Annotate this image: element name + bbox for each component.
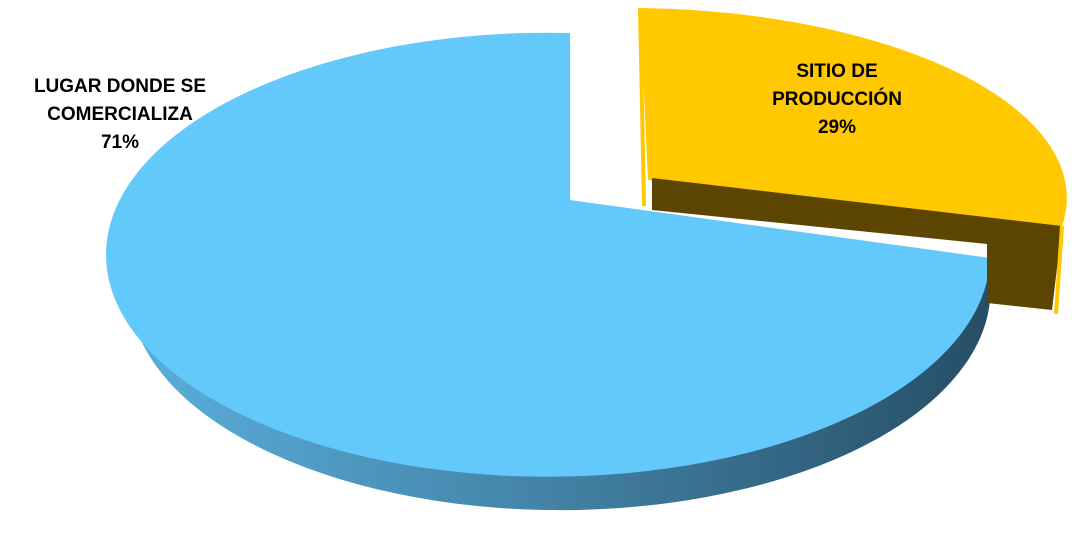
pie-slice-produccion-top — [640, 8, 1067, 226]
pie-slice-comercializa — [106, 32, 991, 511]
pie-slice-produccion-side — [652, 178, 1062, 310]
data-label-comercializa-line1: LUGAR DONDE SE — [34, 76, 206, 97]
pie-slice-comercializa-top — [106, 32, 990, 477]
data-label-comercializa-value: 71% — [101, 132, 139, 153]
data-label-comercializa: LUGAR DONDE SE COMERCIALIZA 71% — [34, 76, 206, 153]
pie-slice-produccion — [638, 7, 1067, 315]
data-label-produccion: SITIO DE PRODUCCIÓN 29% — [772, 61, 902, 138]
data-label-produccion-value: 29% — [818, 117, 856, 138]
data-label-produccion-line1: SITIO DE — [796, 61, 877, 82]
pie-slice-produccion-outline — [638, 7, 1064, 315]
data-label-comercializa-line2: COMERCIALIZA — [47, 104, 193, 125]
data-label-produccion-line2: PRODUCCIÓN — [772, 88, 902, 110]
